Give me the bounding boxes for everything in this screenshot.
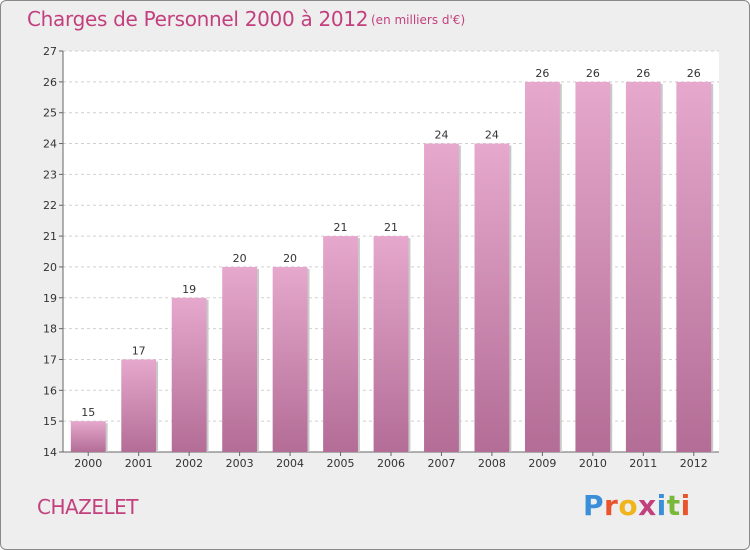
bar-2007 [424,143,459,453]
x-tick-label-2001: 2001 [125,457,153,470]
logo-letter: i [656,489,667,522]
x-tick-label-2009: 2009 [528,457,556,470]
chart-title: Charges de Personnel 2000 à 2012 [27,7,369,31]
logo-letter: P [583,489,605,522]
x-tick-label-2003: 2003 [226,457,254,470]
data-label-2002: 19 [182,283,196,296]
y-tick-label: 23 [43,168,57,181]
data-label-2010: 26 [586,67,600,80]
data-label-2007: 24 [434,129,448,142]
data-label-2011: 26 [636,67,650,80]
bar-2008 [474,143,510,453]
bar-2010 [575,81,611,452]
data-label-2003: 20 [233,252,247,265]
x-tick-label-2002: 2002 [175,457,203,470]
bar-2003 [222,266,258,452]
chart-subtitle: (en milliers d'€) [371,13,466,27]
x-tick-label-2000: 2000 [74,457,102,470]
logo-letter: x [638,489,657,522]
y-tick-label: 20 [43,261,57,274]
data-label-2009: 26 [535,67,549,80]
data-label-2004: 20 [283,252,297,265]
commune-name: CHAZELET [37,495,139,519]
bar-2001 [121,359,157,452]
x-tick-label-2008: 2008 [478,457,506,470]
bar-2012 [676,81,712,452]
data-label-2000: 15 [81,406,95,419]
logo-letter: t [666,489,681,522]
bar-2000 [70,421,106,452]
x-tick-label-2007: 2007 [427,457,455,470]
y-tick-label: 22 [43,199,57,212]
bar-2011 [625,81,661,452]
data-label-2012: 26 [687,67,701,80]
x-tick-label-2004: 2004 [276,457,304,470]
data-label-2005: 21 [334,221,348,234]
logo-letter: r [604,489,619,522]
proxiti-logo[interactable]: Proxiti [583,489,691,522]
y-tick-label: 15 [43,415,57,428]
data-label-2006: 21 [384,221,398,234]
data-label-2008: 24 [485,129,499,142]
logo-letter: i [680,489,691,522]
logo-letter: o [618,489,639,522]
bar-2009 [524,81,560,452]
y-tick-label: 17 [43,353,57,366]
y-tick-label: 14 [43,446,57,459]
bar-2004 [272,266,308,452]
x-tick-label-2012: 2012 [680,457,708,470]
y-tick-label: 21 [43,230,57,243]
x-tick-label-2005: 2005 [327,457,355,470]
y-tick-label: 18 [43,323,57,336]
bar-2002 [171,297,207,452]
y-tick-label: 26 [43,76,57,89]
bar-2005 [323,236,358,452]
y-tick-label: 16 [43,384,57,397]
y-tick-label: 25 [43,107,57,120]
x-tick-label-2010: 2010 [579,457,607,470]
x-tick-label-2006: 2006 [377,457,405,470]
bar-2006 [373,236,409,452]
x-tick-label-2011: 2011 [629,457,657,470]
data-label-2001: 17 [132,344,146,357]
y-tick-label: 24 [43,138,57,151]
y-tick-label: 27 [43,45,57,58]
y-tick-label: 19 [43,292,57,305]
